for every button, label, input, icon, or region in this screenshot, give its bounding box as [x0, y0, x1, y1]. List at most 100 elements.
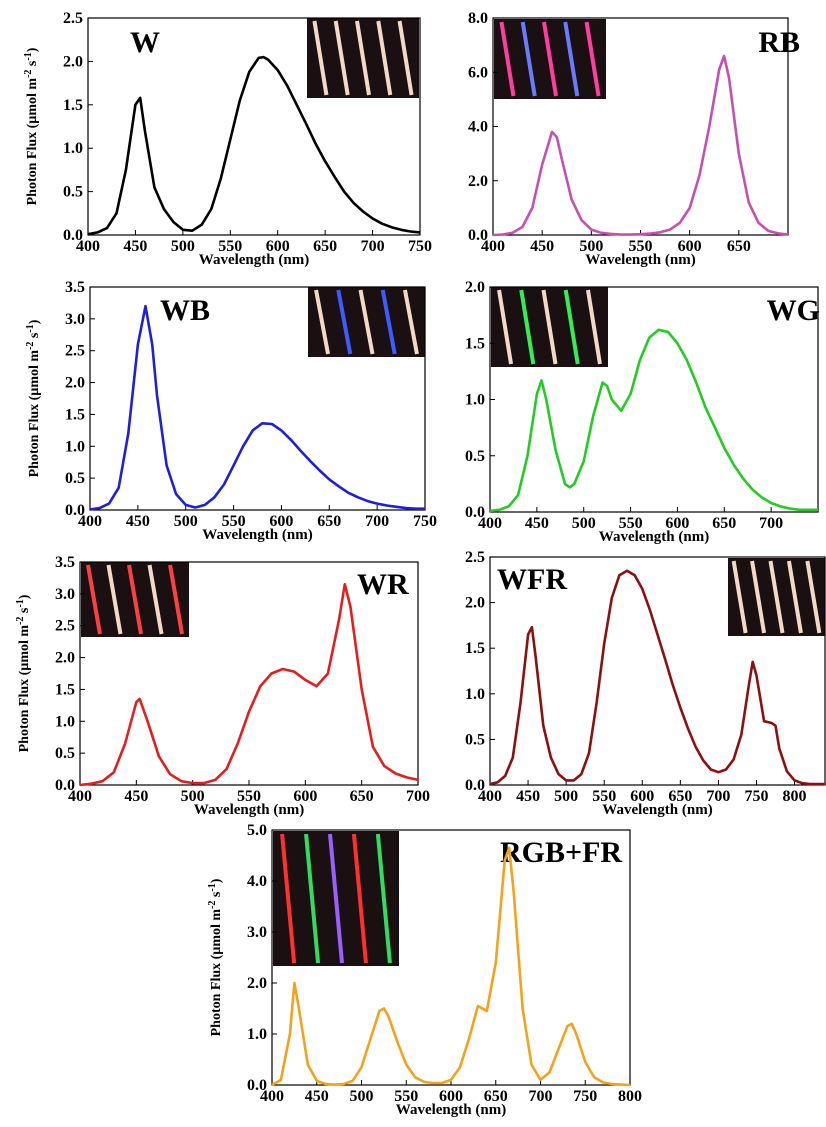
y-tick-label: 2.0: [55, 650, 75, 667]
x-axis-label: Wavelength (nm): [194, 802, 304, 818]
y-label-part: -1: [25, 324, 36, 332]
photo-stripe: [376, 20, 393, 96]
x-tick-label: 700: [759, 515, 783, 532]
inset-photo: [307, 18, 419, 98]
y-label-part: -2: [23, 70, 34, 78]
y-tick-label: 3.0: [247, 924, 267, 941]
photo-stripe: [563, 289, 580, 365]
x-tick-label: 600: [439, 1088, 463, 1105]
photo-stripe: [563, 21, 580, 97]
y-tick-label: 2.5: [55, 618, 75, 635]
y-label-part: Photon Flux (µmol m: [25, 78, 40, 206]
plot-frame: [87, 17, 421, 236]
y-tick-label: 2.5: [63, 10, 83, 27]
y-tick-label: 1.0: [465, 686, 485, 703]
x-axis-label: Wavelength (nm): [396, 1102, 506, 1118]
y-tick-label: 2.0: [468, 173, 488, 190]
spectrum-line: [489, 569, 825, 786]
x-tick-label: 550: [592, 788, 616, 805]
x-axis-label: Wavelength (nm): [599, 529, 709, 545]
y-label-part: s: [25, 60, 40, 70]
x-tick-label: 750: [408, 238, 432, 255]
x-tick-label: 450: [124, 788, 148, 805]
inset-photo: [273, 831, 399, 966]
x-tick-label: 400: [76, 238, 100, 255]
y-tick-label: 0.5: [465, 448, 485, 465]
x-tick-label: 550: [222, 513, 246, 530]
y-tick-label: 0.0: [465, 504, 485, 521]
y-tick-label: 0.0: [63, 227, 83, 244]
panel-title: WFR: [497, 563, 567, 596]
x-axis-label: Wavelength (nm): [585, 252, 695, 268]
photo-stripe: [106, 564, 123, 635]
x-tick-label: 650: [668, 788, 692, 805]
photo-stripe: [280, 833, 297, 964]
y-label-part: s: [27, 332, 42, 342]
x-tick-label: 650: [712, 515, 736, 532]
x-tick-label: 500: [174, 513, 198, 530]
x-tick-label: 800: [618, 1088, 642, 1105]
photo-stripe: [358, 289, 375, 355]
x-tick-label: 450: [123, 238, 147, 255]
x-tick-label: 500: [171, 238, 195, 255]
panel: 0.0 2.0 4.0 6.0 8.0 400 450 500 550 600 650 Wavelen…: [468, 10, 800, 268]
x-tick-label: 700: [529, 1088, 553, 1105]
photo-stripe: [85, 564, 102, 635]
x-tick-label: 650: [727, 238, 751, 255]
panel-title: WG: [767, 294, 820, 327]
panel: 0.0 0.5 1.0 1.5 2.0 2.5 3.0 3.5 400 450 500 550 600 6…: [15, 554, 430, 818]
panel: 0.0 0.5 1.0 1.5 2.0 2.5 400 450 500 550 600 650 700 7…: [23, 10, 432, 268]
y-tick-label: 2.0: [247, 975, 267, 992]
y-tick-label: 0.5: [465, 731, 485, 748]
x-tick-label: 450: [530, 238, 554, 255]
y-tick-label: 8.0: [468, 10, 488, 27]
inset-photo: [308, 287, 425, 357]
y-tick-label: 3.5: [65, 279, 85, 296]
x-tick-label: 400: [481, 238, 505, 255]
y-tick-label: 0.0: [465, 777, 485, 794]
panel-title: RGB+FR: [500, 836, 622, 869]
photo-stripe: [805, 560, 822, 634]
y-tick-label: 1.0: [247, 1026, 267, 1043]
photo-stripe: [333, 20, 350, 96]
y-label-part: ): [209, 878, 224, 883]
photo-stripe: [312, 20, 329, 96]
y-axis-label: Photon Flux (µmol m-2 s-1): [25, 319, 42, 477]
photo-stripe: [304, 833, 321, 964]
photo-stripe: [147, 564, 164, 635]
x-tick-label: 500: [181, 788, 205, 805]
y-tick-label: 4.0: [468, 119, 488, 136]
photo-stripe: [127, 564, 143, 635]
x-tick-label: 550: [218, 238, 242, 255]
x-axis-label: Wavelength (nm): [199, 252, 309, 268]
panel-title: WR: [357, 568, 409, 601]
x-tick-label: 750: [744, 788, 768, 805]
spectrum-line: [271, 846, 631, 1087]
x-tick-label: 600: [630, 788, 654, 805]
photo-stripe: [542, 21, 558, 97]
y-tick-label: 2.0: [65, 375, 85, 392]
panel: 0.0 0.5 1.0 1.5 2.0 2.5 400 450 500 550 600 650 700 7…: [465, 549, 826, 818]
x-tick-label: 550: [394, 1088, 418, 1105]
x-tick-label: 750: [413, 513, 437, 530]
panel: 0.0 0.5 1.0 1.5 2.0 400 450 500 550 600 650 700 Wave…: [465, 279, 820, 545]
y-tick-label: 1.0: [65, 438, 85, 455]
x-tick-label: 450: [525, 515, 549, 532]
plot-frame: [89, 286, 426, 511]
x-tick-label: 700: [361, 238, 385, 255]
photo-stripe: [351, 833, 368, 964]
plot-frame: [489, 556, 826, 786]
photo-stripe: [541, 289, 558, 365]
x-tick-label: 650: [313, 238, 337, 255]
panel: 0.0 1.0 2.0 3.0 4.0 5.0 400 450 500 550 600 650 700 7…: [207, 822, 642, 1118]
x-tick-label: 650: [317, 513, 341, 530]
x-tick-label: 450: [126, 513, 150, 530]
y-tick-label: 2.0: [465, 595, 485, 612]
x-tick-label: 700: [406, 788, 430, 805]
y-tick-label: 1.0: [465, 392, 485, 409]
y-label-part: Photon Flux (µmol m: [17, 625, 32, 753]
y-tick-label: 3.0: [65, 311, 85, 328]
y-tick-label: 0.5: [55, 745, 75, 762]
y-tick-label: 1.0: [55, 713, 75, 730]
